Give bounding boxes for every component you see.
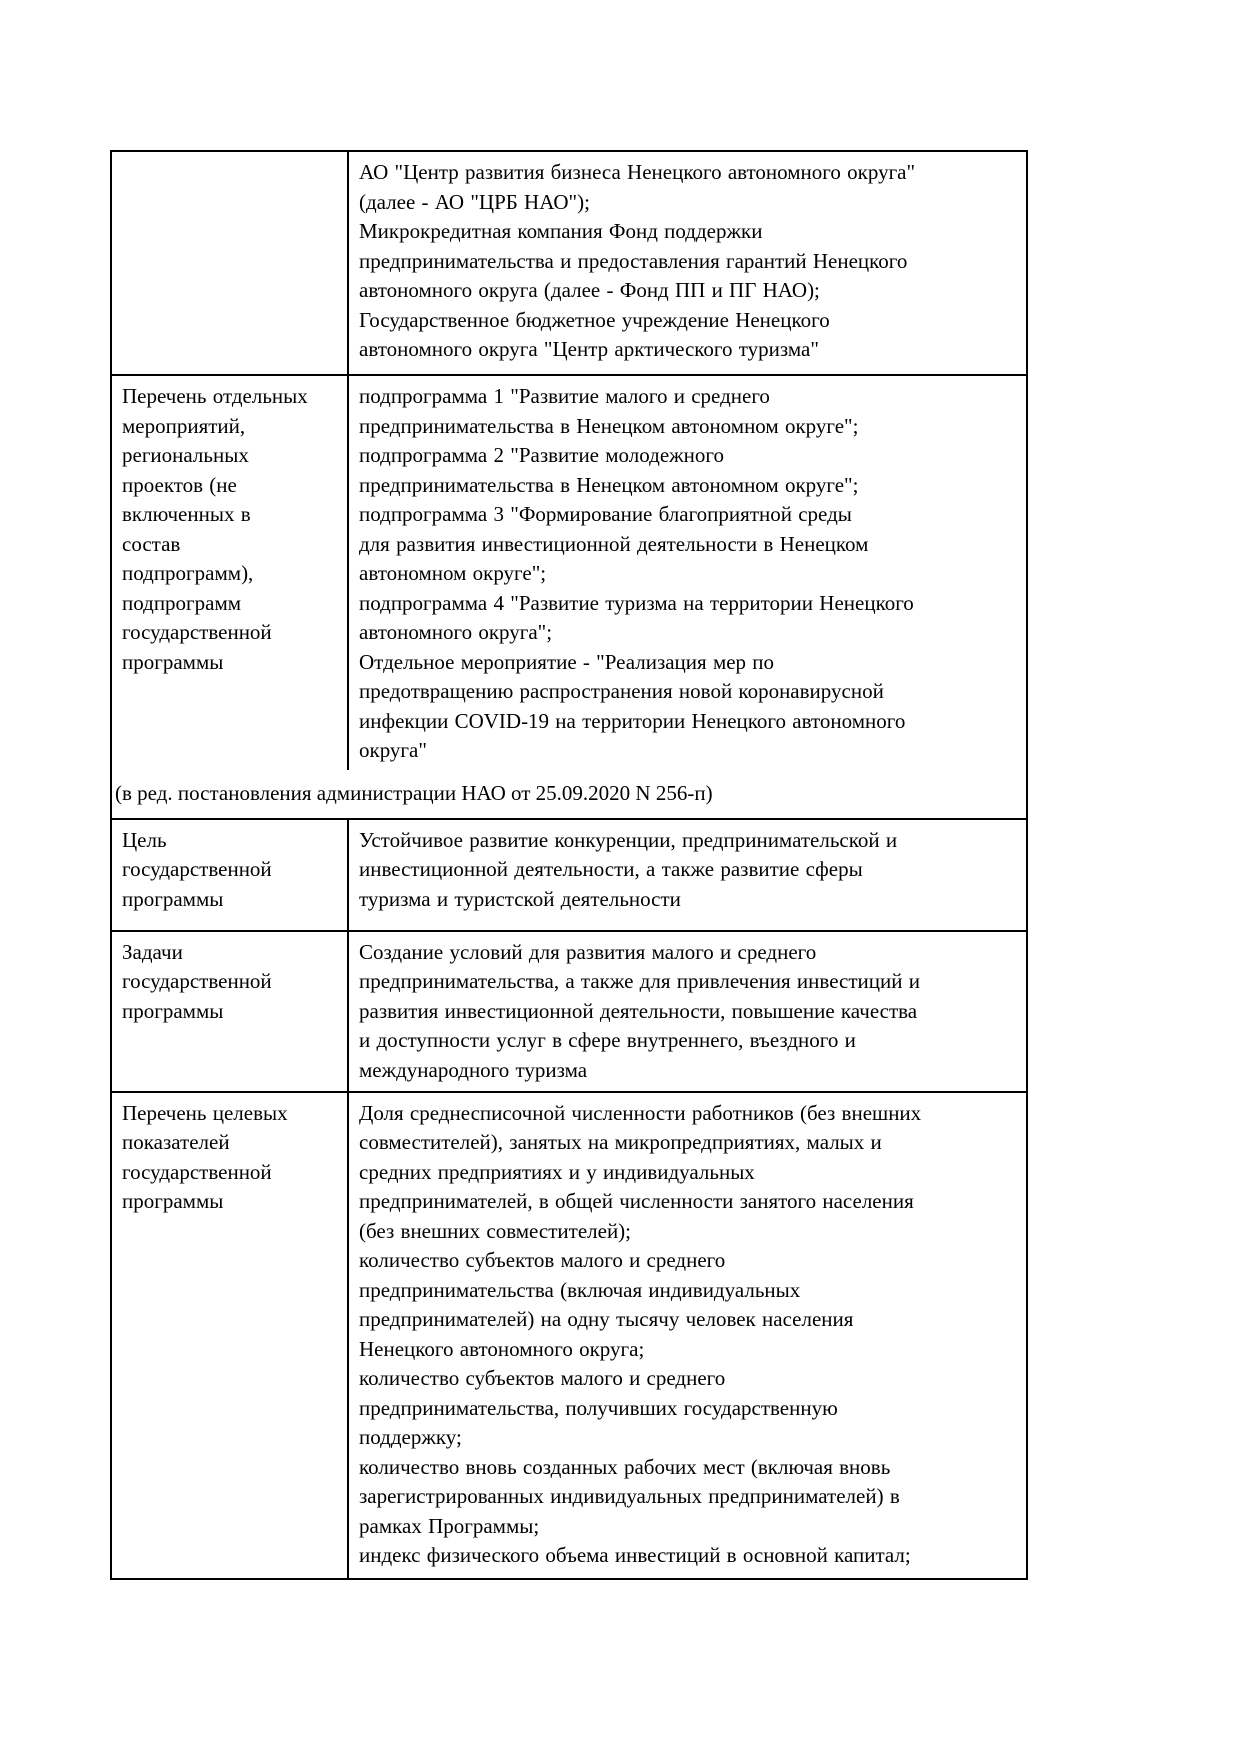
row-value-cell: подпрограмма 1 "Развитие малого и средне… [359,384,914,762]
row-value-cell: Создание условий для развития малого и с… [359,939,920,1082]
amendment-note: (в ред. постановления администрации НАО … [115,780,713,805]
row-value-cell: АО "Центр развития бизнеса Ненецкого авт… [359,160,916,361]
row-label-cell [111,151,349,375]
row-label-cell: Задачи государственной программы [111,930,349,1092]
row-label-cell: Цель государственной программы [111,818,349,931]
table-row-executors-continued: АО "Центр развития бизнеса Ненецкого авт… [111,151,1027,375]
table-row-program-goal: Цель государственной программы Устойчиво… [111,818,1027,931]
table-row-subprograms-list: Перечень отдельных мероприятий, регионал… [111,375,1027,770]
row-label-cell: Перечень отдельных мероприятий, регионал… [111,375,349,770]
row-value-cell: Доля среднесписочной численности работни… [359,1100,922,1568]
table-row-program-tasks: Задачи государственной программы Создани… [111,930,1027,1092]
row-label-cell: Перечень целевых показателей государстве… [111,1091,349,1579]
row-value-cell: Устойчивое развитие конкуренции, предпри… [359,827,898,911]
table-row-amendment-note: (в ред. постановления администрации НАО … [111,770,1027,819]
table-row-target-indicators: Перечень целевых показателей государстве… [111,1091,1027,1579]
program-passport-table: АО "Центр развития бизнеса Ненецкого авт… [110,150,1028,1580]
